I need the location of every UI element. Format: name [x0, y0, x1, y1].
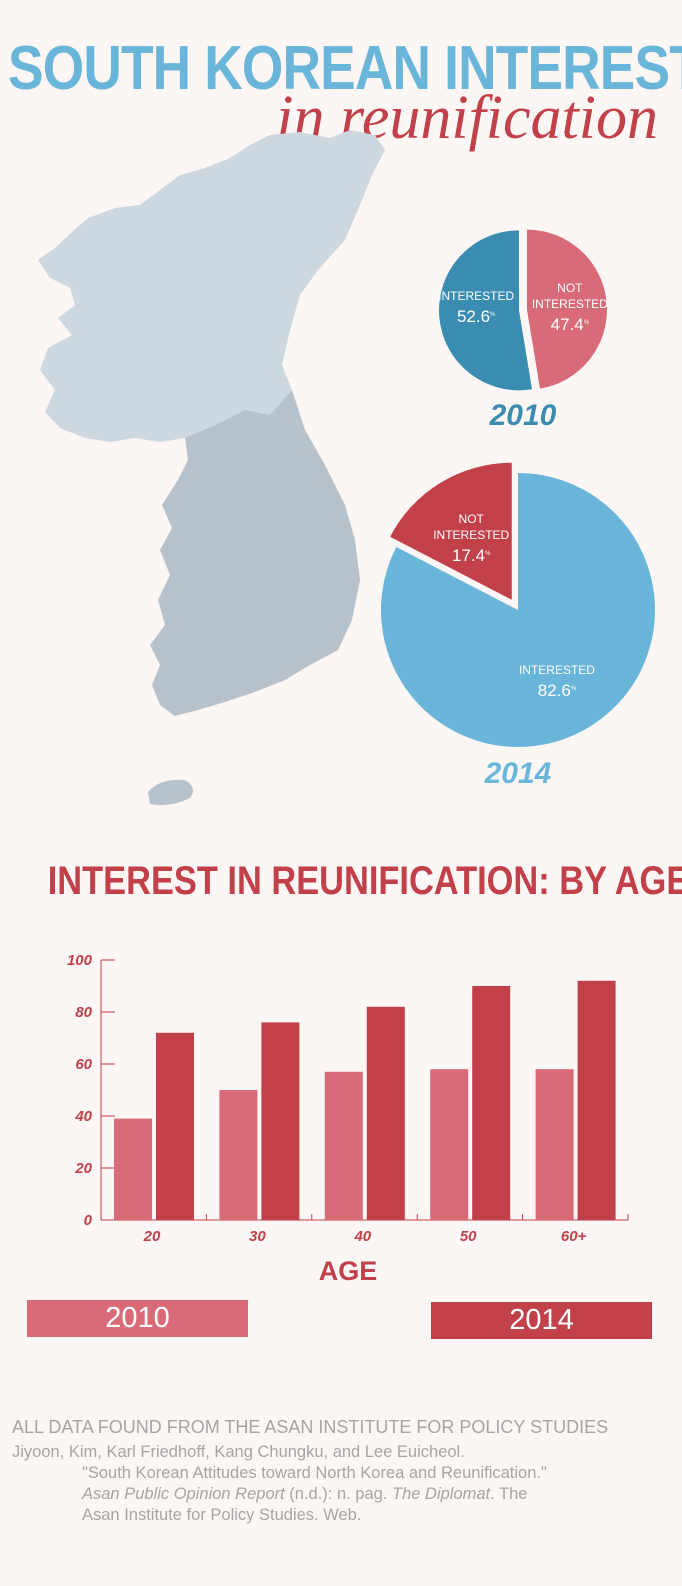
- bar-2010-age-40: [324, 1071, 363, 1220]
- source-journal-line: Asan Public Opinion Report (n.d.): n. pa…: [82, 1484, 527, 1505]
- x-tick-label: 50: [460, 1228, 477, 1245]
- bar-chart: 0 20 40 60 80 100 20 30 40 50 60+ AGE: [67, 952, 629, 1286]
- source-heading: ALL DATA FOUND FROM THE ASAN INSTITUTE F…: [12, 1417, 609, 1437]
- bar-2010-age-50: [430, 1069, 469, 1220]
- y-tick-label: 100: [67, 952, 93, 969]
- pie-2014-year: 2014: [484, 757, 552, 790]
- pie-2014-unit: %: [485, 551, 491, 557]
- source-journal: Asan Public Opinion Report: [82, 1485, 285, 1503]
- pie-chart-2014: INTERESTED 82.6% NOT INTERESTED 17.4% 2014: [381, 462, 655, 790]
- pie-2014-unit: %: [571, 686, 577, 692]
- pie-2010-unit: %: [584, 320, 590, 326]
- pie-2010-value: 52.6%: [457, 307, 496, 326]
- bar-2010-age-20: [114, 1118, 152, 1220]
- pie-2014-slice-interested: [381, 473, 655, 747]
- y-tick-label: 20: [74, 1160, 92, 1177]
- bar-2014-age-30: [261, 1022, 300, 1220]
- pie-2010-label: INTERESTED: [438, 289, 514, 303]
- pie-chart-2010: INTERESTED 52.6% NOT INTERESTED 47.4% 2010: [438, 229, 608, 432]
- x-tick-label: 30: [249, 1228, 266, 1245]
- x-tick-label: 20: [143, 1228, 161, 1245]
- pie-2014-slice-not-interested: [390, 462, 512, 600]
- pie-2010-slice-not-interested: [526, 229, 607, 389]
- pie-2014-label: NOT: [459, 512, 485, 526]
- pie-2010-slice-interested: [439, 230, 533, 391]
- bar-2010-age-60+: [535, 1069, 574, 1220]
- page-title: SOUTH KOREAN INTEREST: [8, 34, 682, 103]
- legend-2014: 2014: [431, 1302, 652, 1339]
- y-tick-label: 80: [75, 1004, 92, 1021]
- north-korea-shape: [38, 130, 385, 442]
- x-axis-label: AGE: [319, 1256, 378, 1286]
- jeju-island-shape: [148, 779, 194, 806]
- bar-2010-age-30: [219, 1090, 258, 1220]
- bar-2014-age-60+: [577, 980, 616, 1220]
- korea-map: [38, 130, 385, 806]
- pie-2010-year: 2010: [489, 399, 557, 432]
- bar-2014-age-40: [366, 1006, 405, 1220]
- bar-chart-labels: 0 20 40 60 80 100 20 30 40 50 60+ AGE: [67, 952, 587, 1286]
- pie-2014-value: 82.6%: [538, 681, 577, 700]
- source-article: "South Korean Attitudes toward North Kor…: [82, 1464, 547, 1482]
- legend-2010: 2010: [27, 1300, 248, 1337]
- y-tick-label: 60: [75, 1056, 92, 1073]
- pie-2010-label: NOT: [557, 281, 583, 295]
- source-journal-rest: (n.d.): n. pag.: [284, 1485, 393, 1503]
- y-tick-label: 0: [84, 1212, 93, 1229]
- south-korea-shape: [150, 390, 360, 716]
- bar-2014-age-20: [156, 1032, 194, 1220]
- pie-2014-label: INTERESTED: [519, 663, 595, 677]
- bar-chart-bars: [114, 980, 616, 1220]
- pie-2014-value: 17.4%: [452, 546, 491, 565]
- pie-2010-label: INTERESTED: [532, 297, 608, 311]
- bar-chart-title: INTEREST IN REUNIFICATION: BY AGE: [47, 859, 682, 903]
- source-publication-rest: . The: [490, 1485, 528, 1503]
- source-authors: Jiyoon, Kim, Karl Friedhoff, Kang Chungk…: [12, 1443, 465, 1461]
- source-last-line: Asan Institute for Policy Studies. Web.: [82, 1506, 362, 1524]
- pie-2010-unit: %: [490, 312, 496, 318]
- source-publication: The Diplomat: [392, 1485, 491, 1503]
- x-tick-label: 40: [353, 1228, 371, 1245]
- pie-2010-value: 47.4%: [551, 315, 590, 334]
- pie-2014-label: INTERESTED: [433, 528, 509, 542]
- y-tick-label: 40: [74, 1108, 92, 1125]
- pie-charts: INTERESTED 52.6% NOT INTERESTED 47.4% 2010 IN…: [381, 229, 655, 790]
- x-tick-label: 60+: [561, 1228, 587, 1245]
- bar-2014-age-50: [472, 986, 511, 1220]
